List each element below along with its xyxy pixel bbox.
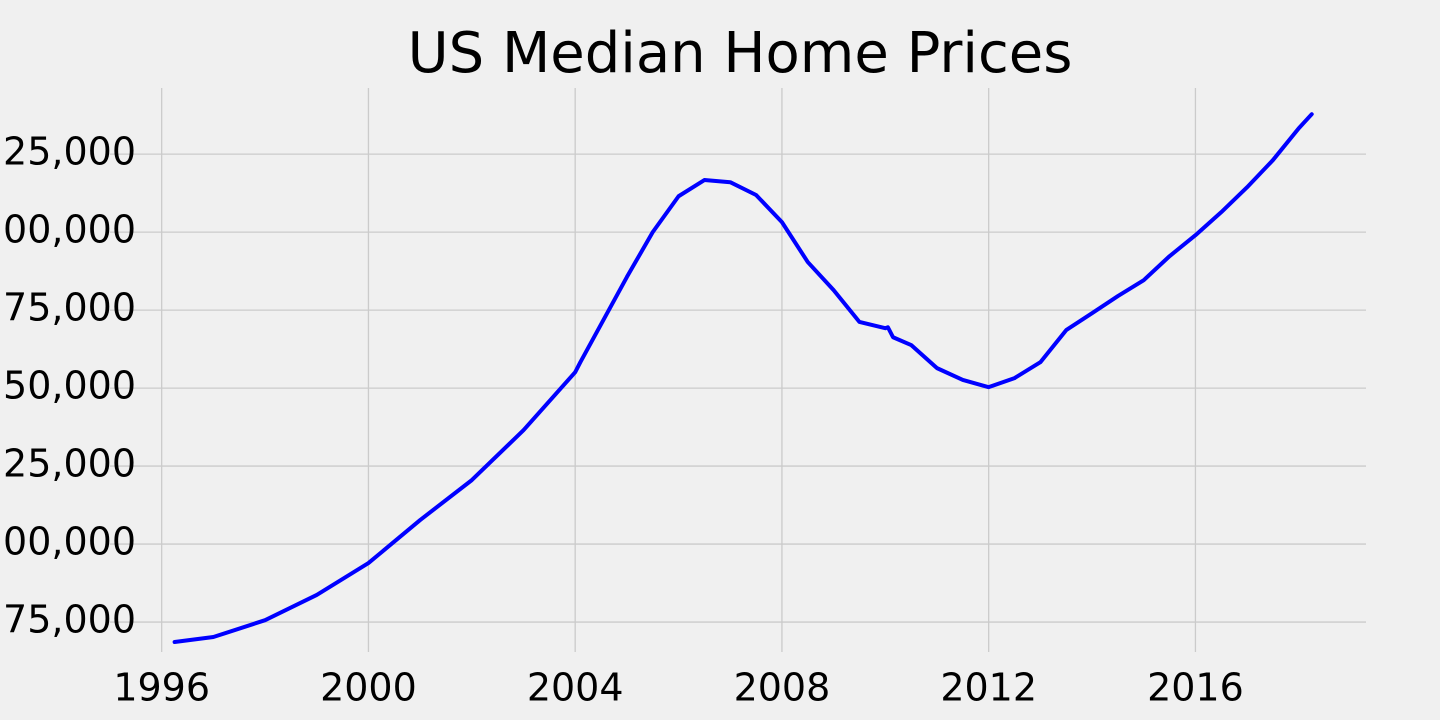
y-tick-label: 150,000 [0, 364, 136, 408]
x-tick-label: 2016 [1147, 666, 1244, 710]
x-tick-label: 1996 [113, 666, 210, 710]
x-tick-label: 2000 [320, 666, 417, 710]
y-tick-label: 225,000 [0, 130, 136, 174]
y-tick-label: 125,000 [0, 442, 136, 486]
y-tick-label: 75,000 [3, 598, 136, 642]
y-tick-label: 100,000 [0, 520, 136, 564]
x-axis-label: Date [695, 714, 786, 720]
line [172, 112, 1314, 645]
x-tick-label: 2012 [940, 666, 1037, 710]
x-tick-label: 2008 [734, 666, 831, 710]
x-tick-label: 2004 [527, 666, 624, 710]
y-tick-label: 175,000 [0, 286, 136, 330]
y-tick-label: 200,000 [0, 208, 136, 252]
chart-title: US Median Home Prices [408, 21, 1073, 86]
